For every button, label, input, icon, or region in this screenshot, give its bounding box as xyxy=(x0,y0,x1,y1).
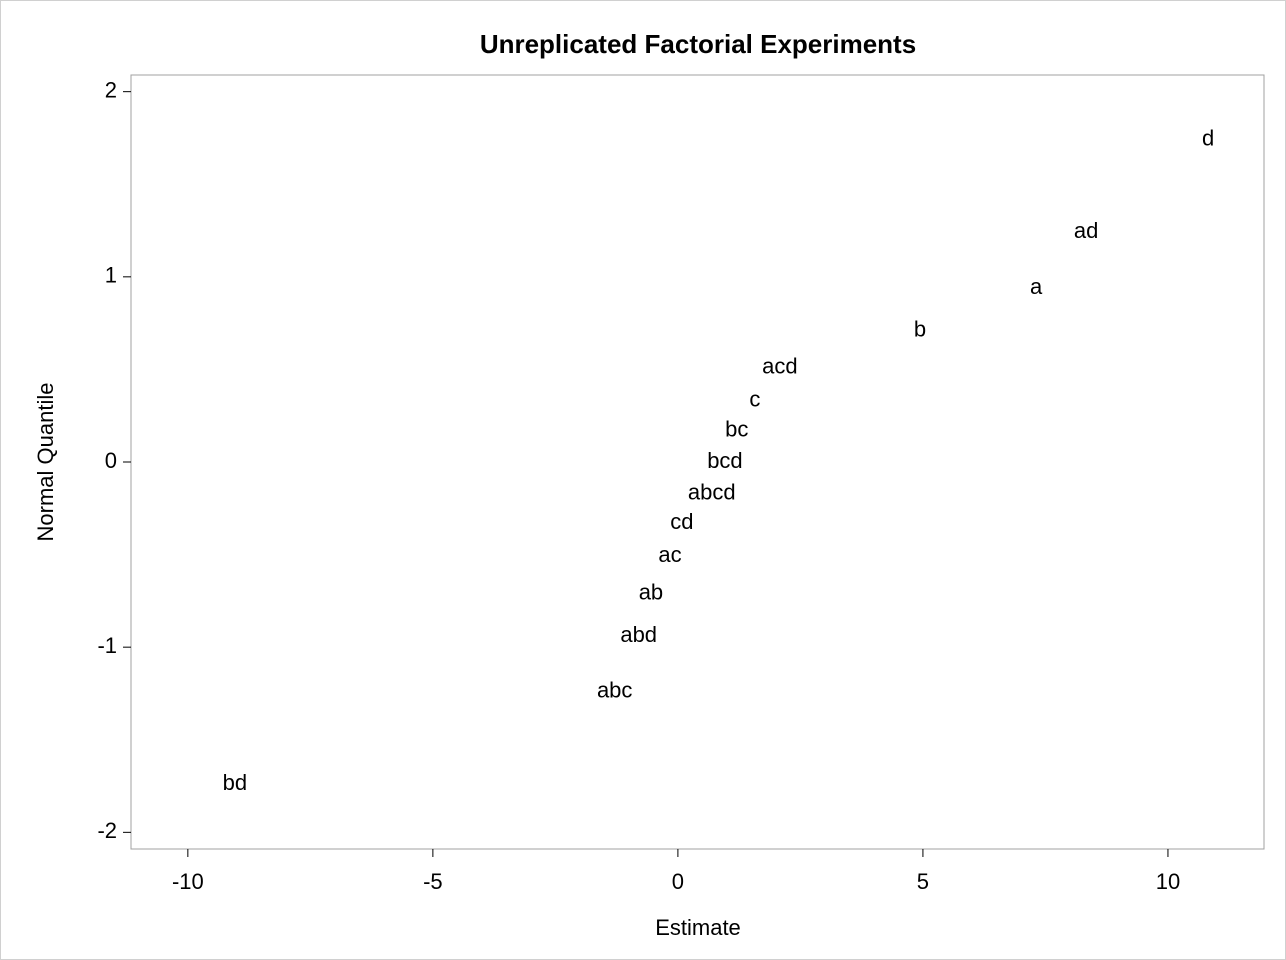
x-tick-label: 0 xyxy=(672,869,684,894)
y-tick-label: 2 xyxy=(105,77,117,102)
point-label: a xyxy=(1030,274,1043,299)
y-tick-label: -1 xyxy=(97,633,117,658)
point-label: bcd xyxy=(707,448,742,473)
point-label: cd xyxy=(670,509,693,534)
point-label: abcd xyxy=(688,479,736,504)
point-label: c xyxy=(749,387,760,412)
x-tick-label: 10 xyxy=(1156,869,1180,894)
point-label: bd xyxy=(223,770,247,795)
x-tick-label: 5 xyxy=(917,869,929,894)
point-label: acd xyxy=(762,353,797,378)
point-label: b xyxy=(914,316,926,341)
y-axis-label: Normal Quantile xyxy=(33,383,58,542)
point-label: d xyxy=(1202,126,1214,151)
y-tick-label: 1 xyxy=(105,263,117,288)
y-tick-label: 0 xyxy=(105,448,117,473)
point-label: abd xyxy=(620,622,657,647)
point-label: bc xyxy=(725,416,748,441)
x-tick-label: -5 xyxy=(423,869,443,894)
point-label: ad xyxy=(1074,218,1098,243)
chart-title: Unreplicated Factorial Experiments xyxy=(480,29,916,59)
point-label: ab xyxy=(639,579,663,604)
y-tick-label: -2 xyxy=(97,818,117,843)
point-label: ac xyxy=(658,542,681,567)
point-label: abc xyxy=(597,677,632,702)
x-tick-label: -10 xyxy=(172,869,204,894)
x-axis-label: Estimate xyxy=(655,915,741,940)
